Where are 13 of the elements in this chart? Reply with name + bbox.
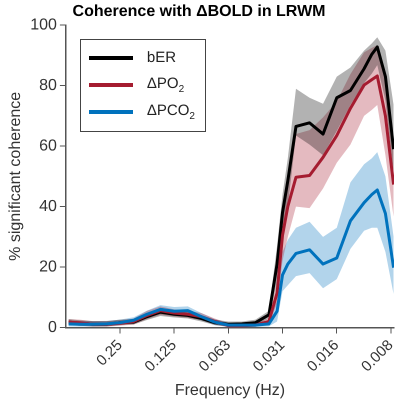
y-tick-label: 40: [39, 198, 57, 216]
y-tick-label: 80: [39, 77, 57, 94]
y-axis-title: % significant coherence: [7, 92, 24, 261]
legend-label: ΔPCO$_{2}$: [146, 102, 195, 122]
y-tick-label: 60: [39, 138, 57, 155]
chart-title: Coherence with ΔBOLD in LRWM: [72, 3, 326, 20]
y-tick-label: 0: [48, 318, 57, 336]
legend-label: ΔPO$_{2}$: [146, 74, 184, 95]
y-tick-label: 20: [39, 258, 57, 276]
legend-label: bER: [146, 49, 176, 66]
x-axis-title: Frequency (Hz): [174, 382, 286, 399]
x-tick-label: 0.25: [93, 336, 126, 370]
y-tick-label: 100: [30, 16, 57, 34]
